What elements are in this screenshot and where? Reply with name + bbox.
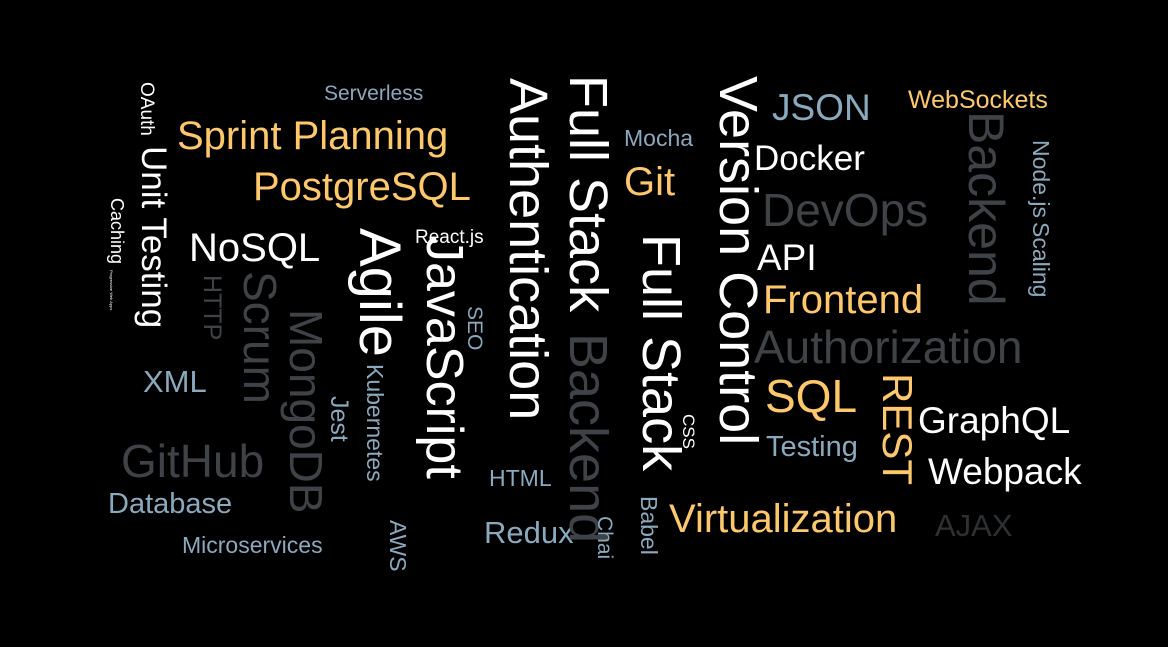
word-testing: Testing — [766, 431, 858, 463]
word-microservices: Microservices — [182, 532, 323, 558]
word-nosql: NoSQL — [189, 226, 321, 270]
word-devops: DevOps — [762, 184, 929, 236]
word-ajax: AJAX — [935, 508, 1013, 543]
word-jest: Jest — [325, 396, 353, 442]
word-serverless: Serverless — [324, 82, 424, 105]
word-javascript: JavaScript — [415, 236, 473, 479]
word-progressive-web-apps: Progressive Web Apps — [109, 270, 114, 311]
word-rest: REST — [874, 373, 921, 486]
word-webpack: Webpack — [928, 451, 1082, 492]
word-caching: Caching — [107, 198, 127, 265]
word-sql: SQL — [765, 370, 858, 422]
word-docker: Docker — [754, 139, 865, 178]
word-agile: Agile — [347, 228, 412, 357]
word-chai: Chai — [593, 516, 616, 560]
word-github: GitHub — [121, 435, 265, 487]
word-scaling: Scaling — [1028, 222, 1054, 298]
word-postgresql: PostgreSQL — [253, 165, 471, 209]
word-version-control: Version Control — [708, 76, 768, 446]
word-api: API — [757, 237, 817, 278]
word-sprint-planning: Sprint Planning — [177, 114, 449, 158]
word-virtualization: Virtualization — [669, 497, 898, 541]
word-json: JSON — [772, 87, 871, 128]
word-database: Database — [108, 488, 233, 520]
word-authorization: Authorization — [754, 321, 1023, 373]
word-backend-2: Backend — [958, 111, 1014, 306]
word-reactjs: React.js — [415, 227, 484, 248]
word-http: HTTP — [198, 275, 226, 341]
word-aws: AWS — [385, 520, 411, 572]
word-websockets: WebSockets — [908, 86, 1048, 114]
word-unit-testing: Unit Testing — [134, 146, 173, 329]
word-authentication: Authentication — [498, 78, 558, 421]
word-seo: SEO — [463, 306, 486, 351]
word-mongodb: MongoDB — [280, 309, 332, 514]
word-frontend: Frontend — [763, 278, 924, 322]
word-git: Git — [624, 160, 676, 204]
word-redux: Redux — [484, 515, 574, 550]
word-html: HTML — [489, 465, 552, 491]
word-nodejs: Node.js — [1028, 140, 1054, 218]
word-backend-1: Backend — [558, 333, 618, 544]
word-oauth: OAuth — [136, 82, 157, 136]
word-graphql: GraphQL — [918, 400, 1071, 441]
word-babel: Babel — [636, 496, 662, 555]
word-css: CSS — [679, 414, 698, 449]
word-mocha: Mocha — [624, 125, 694, 151]
word-scrum: Scrum — [234, 271, 286, 404]
word-full-stack-1: Full Stack — [558, 75, 618, 313]
word-xml: XML — [143, 364, 207, 399]
word-kubernetes: Kubernetes — [362, 364, 388, 482]
